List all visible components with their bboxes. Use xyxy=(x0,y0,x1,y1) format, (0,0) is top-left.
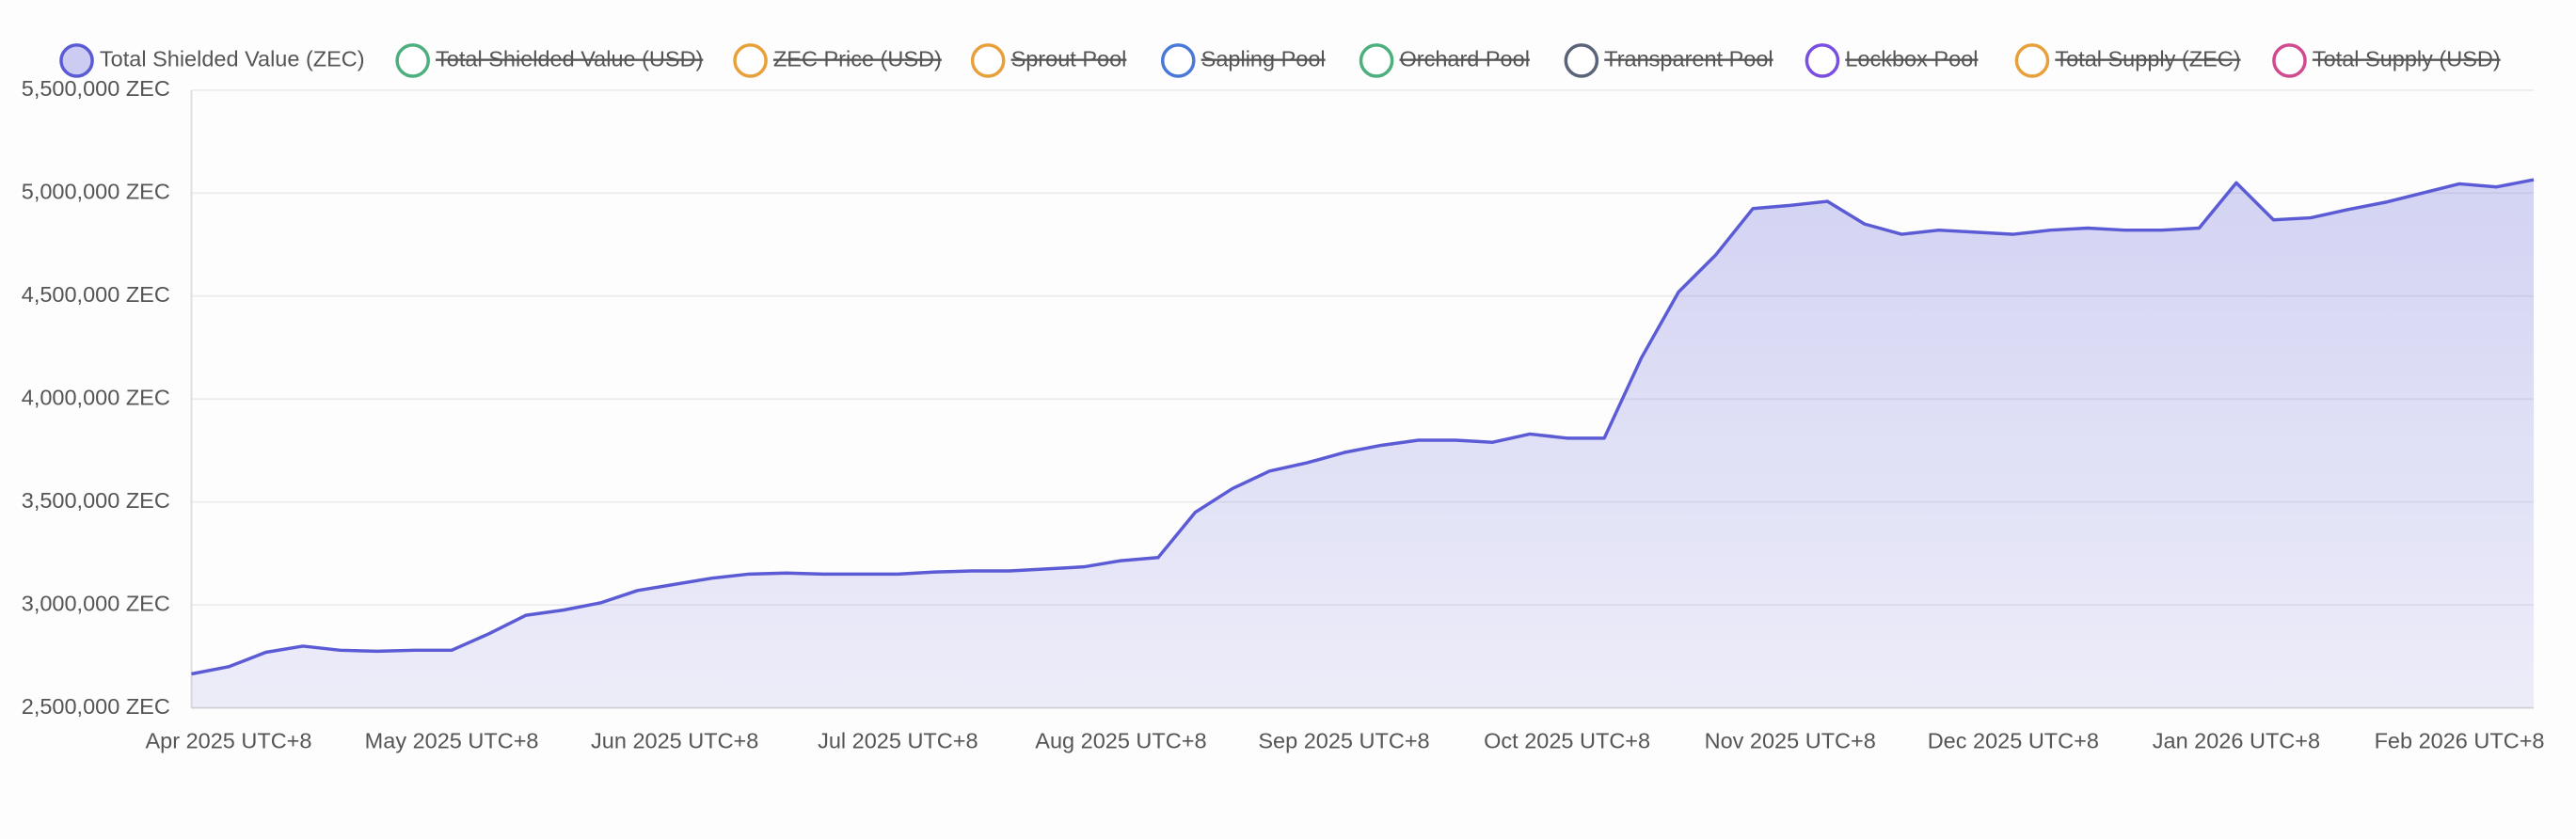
legend-item[interactable]: Total Shielded Value (ZEC) xyxy=(59,43,365,78)
legend-label: Sapling Pool xyxy=(1201,47,1326,71)
legend-item[interactable]: Lockbox Pool xyxy=(1805,43,1978,78)
legend-label: Total Supply (ZEC) xyxy=(2055,47,2240,71)
x-tick-label: Dec 2025 UTC+8 xyxy=(1928,728,2099,752)
x-tick-label: Oct 2025 UTC+8 xyxy=(1484,728,1650,752)
legend-marker xyxy=(2014,43,2050,78)
legend-marker xyxy=(1160,43,1196,78)
legend-marker xyxy=(1805,43,1840,78)
legend-marker xyxy=(395,43,430,78)
x-tick-label: Jun 2025 UTC+8 xyxy=(591,728,758,752)
y-tick-label: 4,500,000 ZEC xyxy=(22,282,170,307)
legend-item[interactable]: ZEC Price (USD) xyxy=(733,43,942,78)
x-tick-label: Jul 2025 UTC+8 xyxy=(818,728,978,752)
legend-label: Total Supply (USD) xyxy=(2313,47,2501,71)
y-tick-label: 5,500,000 ZEC xyxy=(22,76,170,101)
y-tick-label: 3,500,000 ZEC xyxy=(22,488,170,513)
legend-marker xyxy=(1564,43,1599,78)
legend-label: Sprout Pool xyxy=(1011,47,1127,71)
x-tick-label: Nov 2025 UTC+8 xyxy=(1705,728,1876,752)
x-tick-label: Aug 2025 UTC+8 xyxy=(1035,728,1206,752)
legend-marker xyxy=(1359,43,1394,78)
legend-item[interactable]: Total Supply (USD) xyxy=(2272,43,2501,78)
y-tick-label: 2,500,000 ZEC xyxy=(22,694,170,719)
legend-item[interactable]: Total Shielded Value (USD) xyxy=(395,43,703,78)
x-tick-label: Apr 2025 UTC+8 xyxy=(145,728,311,752)
legend-label: Orchard Pool xyxy=(1399,47,1529,71)
legend-marker xyxy=(2272,43,2307,78)
legend-marker xyxy=(59,43,94,78)
legend-label: ZEC Price (USD) xyxy=(773,47,942,71)
y-tick-label: 4,000,000 ZEC xyxy=(22,385,170,409)
legend-marker xyxy=(970,43,1006,78)
area-fill xyxy=(191,180,2535,708)
legend-item[interactable]: Sprout Pool xyxy=(970,43,1127,78)
legend-item[interactable]: Orchard Pool xyxy=(1359,43,1530,78)
series-line xyxy=(191,178,2535,676)
x-tick-label: Feb 2026 UTC+8 xyxy=(2375,728,2545,752)
legend-label: Transparent Pool xyxy=(1604,47,1773,71)
y-tick-label: 5,000,000 ZEC xyxy=(22,179,170,203)
legend-marker xyxy=(733,43,768,78)
legend-label: Total Shielded Value (ZEC) xyxy=(100,47,365,71)
y-tick-label: 3,000,000 ZEC xyxy=(22,591,170,615)
x-tick-label: Jan 2026 UTC+8 xyxy=(2153,728,2320,752)
legend-item[interactable]: Sapling Pool xyxy=(1160,43,1326,78)
legend-label: Total Shielded Value (USD) xyxy=(436,47,703,71)
x-tick-label: May 2025 UTC+8 xyxy=(365,728,539,752)
legend-item[interactable]: Transparent Pool xyxy=(1564,43,1773,78)
x-tick-label: Sep 2025 UTC+8 xyxy=(1258,728,1429,752)
legend-item[interactable]: Total Supply (ZEC) xyxy=(2014,43,2241,78)
legend-label: Lockbox Pool xyxy=(1845,47,1978,71)
